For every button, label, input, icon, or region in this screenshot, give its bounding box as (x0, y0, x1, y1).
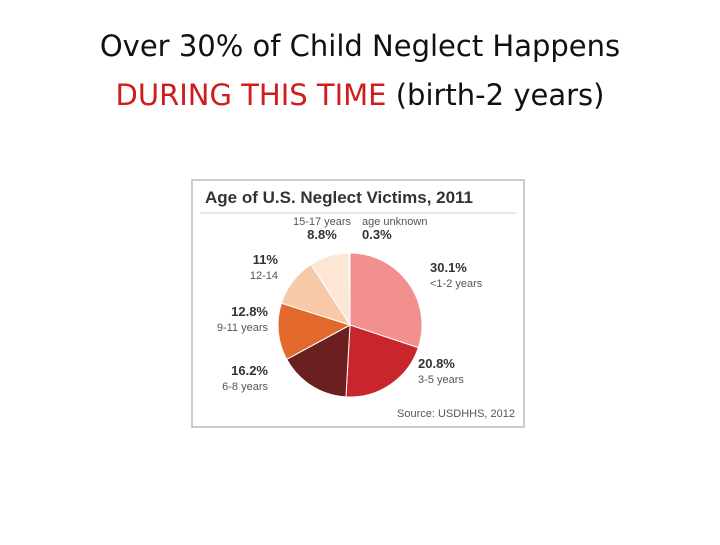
slide-subtitle: DURING THIS TIME (birth-2 years) (116, 78, 605, 112)
category-label: age unknown (362, 216, 427, 228)
pie-slice (277, 302, 352, 360)
subtitle-rest: (birth-2 years) (396, 78, 605, 112)
pie-slice (345, 324, 419, 398)
value-label: 30.1% (430, 260, 467, 275)
slide-title: Over 30% of Child Neglect Happens (100, 29, 620, 63)
value-label: 12.8% (231, 304, 268, 319)
highlight: DURING THIS TIME (116, 78, 387, 112)
category-label: 6-8 years (222, 381, 268, 393)
value-label: 0.3% (362, 227, 392, 242)
value-label: 16.2% (231, 363, 268, 378)
category-label: 9-11 years (217, 322, 269, 334)
category-label: 3-5 years (418, 374, 464, 386)
pie-slice (348, 252, 351, 326)
value-label: 11% (253, 252, 279, 267)
category-label: 15-17 years (293, 216, 352, 228)
value-label: 8.8% (307, 227, 337, 242)
source: Source: USDHHS, 2012 (397, 408, 515, 420)
pie (277, 252, 423, 398)
chart-title: Age of U.S. Neglect Victims, 2011 (205, 188, 473, 207)
category-label: 12-14 (250, 270, 278, 282)
pie-slice (286, 324, 351, 398)
category-label: <1-2 years (430, 278, 483, 290)
pie-slice (349, 252, 423, 349)
value-label: 20.8% (418, 356, 455, 371)
